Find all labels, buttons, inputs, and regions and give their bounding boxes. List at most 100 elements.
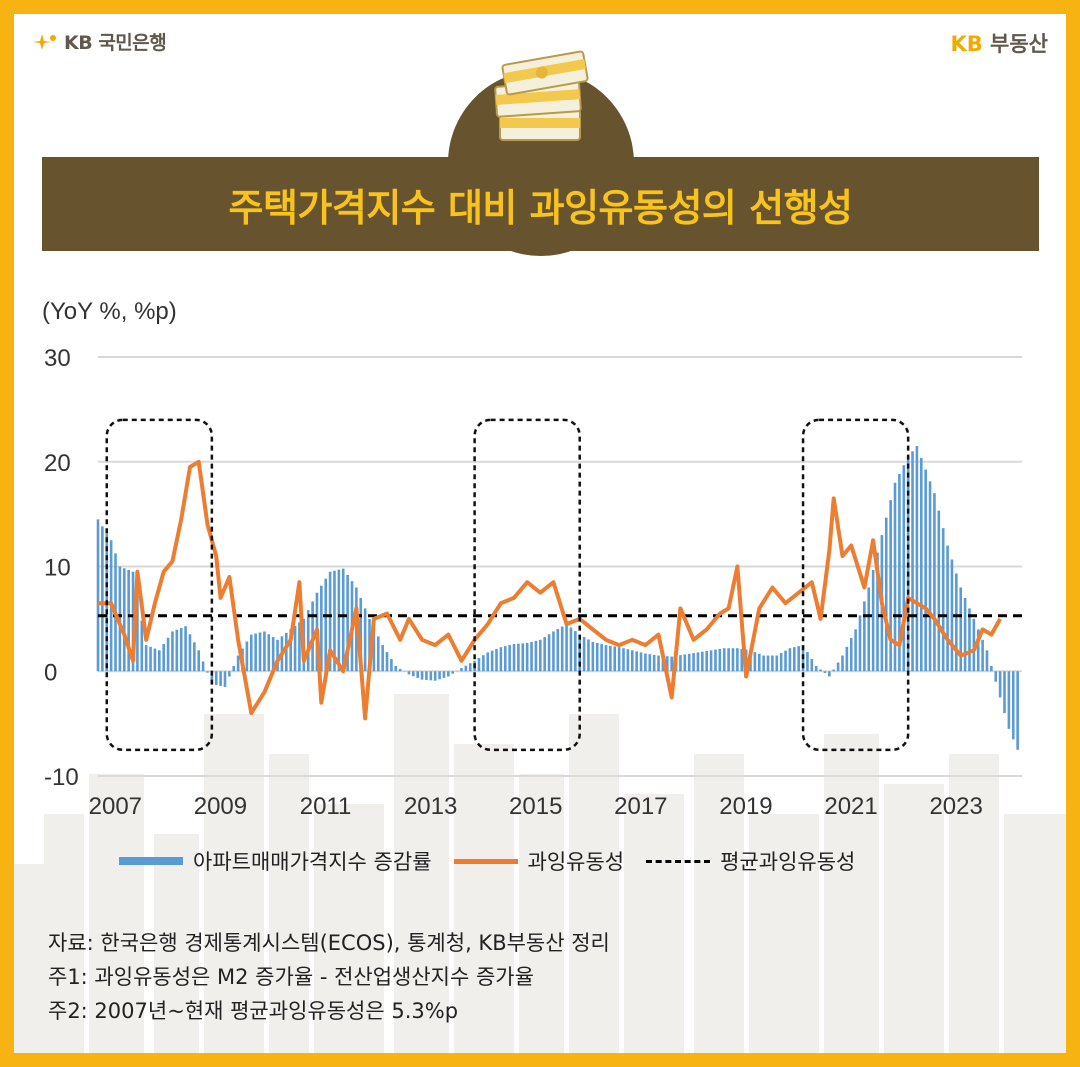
price-index-bar [223, 671, 227, 687]
x-tick-label: 2019 [719, 793, 772, 820]
infographic-card: KB 국민은행 KB 부동산 주택가격지수 대비 과잉유동성의 선행성 (YoY… [14, 14, 1066, 1053]
price-index-bar [460, 668, 463, 672]
price-index-bar [508, 645, 511, 672]
price-index-bar [376, 636, 380, 672]
price-index-bar [118, 566, 122, 672]
price-index-bar [547, 634, 551, 672]
price-index-bar [919, 457, 923, 672]
x-tick-label: 2023 [929, 793, 982, 820]
price-index-bar [652, 654, 656, 672]
price-index-bar [171, 631, 174, 672]
price-index-bar [390, 659, 393, 672]
price-index-bar [613, 646, 617, 672]
price-index-bar [828, 671, 831, 677]
price-index-bar [911, 451, 914, 672]
price-index-bar [635, 651, 638, 672]
price-index-bar [779, 653, 783, 672]
price-index-bar [127, 569, 130, 672]
price-index-bar [420, 671, 424, 680]
y-tick-label: 10 [44, 555, 71, 582]
price-index-bar [188, 634, 192, 672]
price-index-bar [587, 639, 590, 672]
price-index-bar [665, 656, 669, 672]
price-index-bar [740, 648, 744, 672]
price-index-bar [985, 650, 989, 672]
price-index-bar [407, 671, 411, 675]
legend-label-excess-liquidity: 과잉유동성 [527, 850, 625, 874]
price-index-bar [600, 644, 603, 672]
price-index-bar [490, 650, 494, 672]
note-1: 주1: 과잉유동성은 M2 증가율 - 전산업생산지수 증가율 [48, 965, 534, 989]
price-index-bar [955, 573, 958, 672]
page-title: 주택가격지수 대비 과잉유동성의 선행성 [228, 185, 853, 230]
legend-swatch-dash [646, 859, 711, 863]
price-index-bar [236, 655, 240, 672]
price-index-bar [622, 648, 625, 672]
price-index-bar [648, 654, 652, 672]
price-index-bar [197, 650, 201, 672]
price-index-bar [306, 610, 310, 672]
price-index-bar [337, 569, 341, 672]
price-index-bar [863, 601, 866, 672]
price-index-bar [503, 646, 507, 672]
city-skyline-background [14, 694, 1066, 1053]
price-index-bar [512, 644, 516, 672]
legend-swatch-bar [119, 857, 183, 865]
price-index-bar [267, 634, 271, 672]
price-index-bar [617, 647, 621, 672]
highlight-box [801, 418, 910, 752]
price-index-bar [569, 627, 573, 672]
y-tick-label: 20 [44, 450, 71, 477]
price-index-bar [144, 645, 148, 672]
x-tick-label: 2009 [194, 793, 247, 820]
legend-label-average: 평균과잉유동성 [720, 850, 856, 874]
price-index-bar [359, 597, 363, 672]
price-index-bar [258, 632, 262, 672]
price-index-bar [429, 671, 433, 681]
price-index-bar [788, 648, 792, 672]
price-index-bar [263, 631, 266, 672]
price-index-bar [298, 622, 301, 672]
chart-notes: 자료: 한국은행 경제통계시스템(ECOS), 통계청, KB부동산 정리 주1… [48, 926, 610, 1028]
price-index-bar [482, 655, 485, 672]
price-index-bar [214, 671, 218, 685]
legend-item-price-index: 아파트매매가격지수 증감률 [119, 846, 432, 876]
price-index-bar [162, 644, 165, 672]
price-index-bar [591, 641, 595, 672]
price-index-bar [902, 465, 906, 672]
y-tick-label: 30 [44, 345, 71, 372]
price-index-bar [889, 500, 892, 672]
price-index-bar [136, 596, 139, 672]
chart-legend: 아파트매매가격지수 증감률 과잉유동성 평균과잉유동성 [119, 846, 877, 876]
price-index-bar [425, 671, 428, 680]
excess-liquidity-line [98, 459, 1002, 721]
price-index-bar [324, 578, 328, 672]
price-index-bar [609, 645, 612, 672]
price-index-bar [709, 650, 713, 672]
price-index-bar [574, 631, 577, 672]
price-index-bar [705, 650, 709, 672]
price-index-bar [179, 627, 183, 672]
price-index-bar [341, 568, 345, 672]
price-index-bar [486, 652, 490, 672]
price-index-bar [946, 545, 949, 672]
price-index-bar [762, 655, 765, 672]
money-stack-icon [494, 50, 589, 141]
price-index-bar [254, 633, 257, 672]
price-index-bar [416, 671, 419, 678]
price-index-bar [530, 641, 533, 672]
price-index-bar [245, 641, 249, 672]
price-index-bar [285, 632, 288, 672]
price-index-bar [644, 653, 647, 672]
price-index-bar [517, 643, 520, 672]
price-index-bar [858, 615, 862, 672]
price-index-bar [775, 655, 779, 672]
price-index-bar [639, 652, 643, 672]
price-index-bar [320, 585, 323, 672]
highlight-box [473, 418, 581, 752]
price-index-bar [442, 671, 446, 678]
legend-item-excess-liquidity: 과잉유동성 [453, 846, 625, 876]
price-index-bar [556, 629, 560, 672]
price-index-bar [714, 649, 717, 672]
price-index-bar [976, 629, 980, 672]
